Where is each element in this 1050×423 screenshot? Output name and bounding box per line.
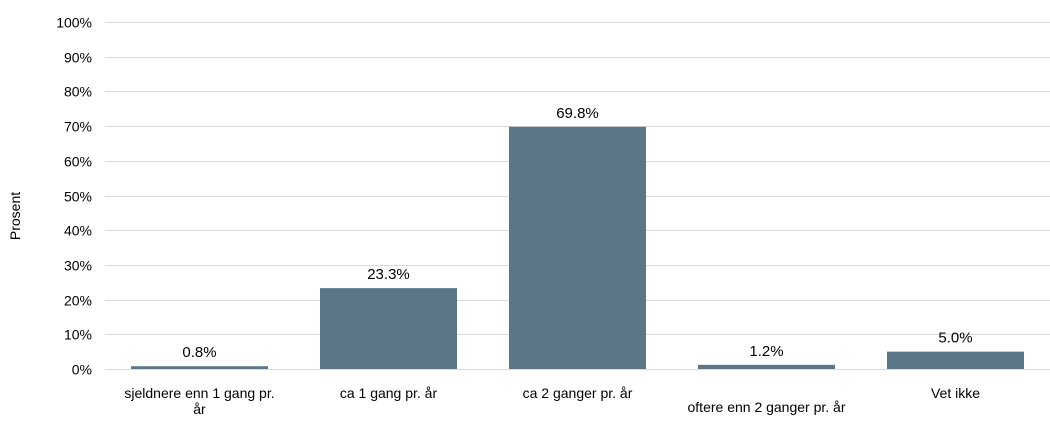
bar (887, 351, 1024, 369)
y-tick-label: 50% (64, 189, 92, 205)
y-tick-label: 0% (72, 362, 92, 378)
data-label: 1.2% (749, 343, 783, 360)
x-tick-label: Vet ikke (931, 385, 980, 401)
y-tick-label: 70% (64, 119, 92, 135)
y-tick-label: 10% (64, 327, 92, 343)
x-tick-label: sjeldnere enn 1 gang pr. år (124, 385, 274, 417)
bars (131, 126, 1024, 369)
y-tick-label: 80% (64, 84, 92, 100)
bar (320, 288, 457, 369)
bar (698, 364, 835, 369)
data-label: 5.0% (938, 330, 972, 347)
data-label: 23.3% (367, 266, 410, 283)
x-tick-label: ca 2 ganger pr. år (523, 385, 633, 401)
y-tick-label: 100% (56, 15, 92, 31)
x-tick-label: ca 1 gang pr. år (340, 385, 438, 401)
y-tick-label: 30% (64, 258, 92, 274)
bar (509, 126, 646, 369)
data-labels: 0.8% 23.3% 69.8% 1.2% 5.0% (182, 105, 972, 361)
data-label: 0.8% (182, 344, 216, 361)
y-tick-label: 40% (64, 223, 92, 239)
y-tick-label: 90% (64, 50, 92, 66)
y-tick-label: 60% (64, 154, 92, 170)
y-axis-title: Prosent (7, 192, 23, 240)
y-axis-tick-labels: 0% 10% 20% 30% 40% 50% 60% 70% 80% 90% 100% (56, 15, 92, 378)
bar (131, 366, 268, 369)
x-axis-category-labels: sjeldnere enn 1 gang pr. år ca 1 gang pr. … (124, 385, 980, 417)
data-label: 69.8% (556, 105, 599, 122)
x-tick-label: oftere enn 2 ganger pr. år (688, 399, 846, 415)
y-tick-label: 20% (64, 293, 92, 309)
